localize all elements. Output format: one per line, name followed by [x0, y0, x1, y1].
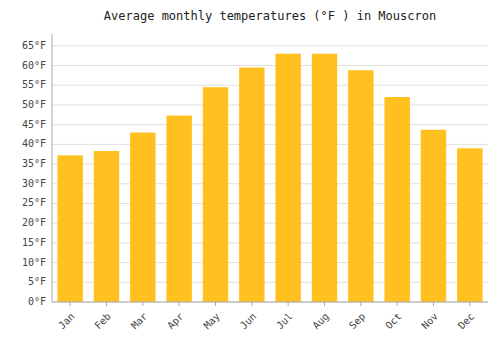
x-tick: [433, 302, 434, 306]
y-tick-label: 20°F: [22, 217, 46, 228]
title: Average monthly temperatures (°F ) in Mo…: [104, 9, 436, 23]
x-tick: [251, 302, 252, 306]
x-tick-label: Aug: [310, 311, 331, 332]
bar: [94, 151, 119, 302]
x-tick: [215, 302, 216, 306]
bar: [312, 54, 337, 302]
grid-line: [52, 104, 488, 105]
y-tick-label: 5°F: [28, 276, 46, 287]
bar: [166, 116, 191, 302]
bar: [457, 148, 482, 302]
y-tick-label: 25°F: [22, 197, 46, 208]
x-tick-label: Oct: [383, 311, 404, 332]
y-tick-label: 55°F: [22, 79, 46, 90]
x-tick: [106, 302, 107, 306]
y-tick-label: 30°F: [22, 178, 46, 189]
x-tick-label: Mar: [129, 311, 150, 332]
y-tick-label: 65°F: [22, 40, 46, 51]
y-tick-label: 50°F: [22, 99, 46, 110]
bar: [384, 97, 409, 302]
bar: [130, 133, 155, 302]
y-tick-label: 60°F: [22, 60, 46, 71]
x-tick-label: Jan: [56, 311, 77, 332]
x-tick-label: May: [201, 311, 222, 332]
x-tick: [397, 302, 398, 306]
grid-line: [52, 45, 488, 46]
y-axis-line: [52, 34, 53, 302]
grid-line: [52, 65, 488, 66]
bars: [57, 54, 482, 302]
y-axis: 0°F 5°F 10°F 15°F 20°F 25°F 30°F 35°F 40°F 45°F 50…: [22, 34, 52, 307]
grid-line: [52, 85, 488, 86]
y-tick-label: 15°F: [22, 237, 46, 248]
chart-container: 0°F 5°F 10°F 15°F 20°F 25°F 30°F 35°F 40°F 45°F 50…: [0, 0, 500, 350]
x-tick-label: Sep: [347, 311, 368, 332]
x-tick: [288, 302, 289, 306]
bar: [203, 87, 228, 302]
x-axis: Jan Feb Mar Apr May Jun Jul Aug Sep Oct Nov Dec: [52, 302, 488, 331]
chart: 0°F 5°F 10°F 15°F 20°F 25°F 30°F 35°F 40°F 45°F 50…: [0, 0, 500, 350]
y-tick-label: 45°F: [22, 119, 46, 130]
grid-line: [52, 124, 488, 125]
y-grid: [52, 46, 488, 302]
bar: [239, 68, 264, 303]
x-tick: [179, 302, 180, 306]
grid-line: [52, 302, 488, 303]
y-tick-label: 40°F: [22, 138, 46, 149]
x-tick-label: Jun: [238, 311, 259, 332]
y-tick-label: 0°F: [28, 296, 46, 307]
x-tick-label: Jul: [274, 311, 295, 332]
x-tick: [70, 302, 71, 306]
x-tick: [324, 302, 325, 306]
x-axis-line: [52, 302, 488, 303]
x-tick: [469, 302, 470, 306]
x-tick: [360, 302, 361, 306]
y-tick-label: 10°F: [22, 257, 46, 268]
bar: [348, 70, 373, 302]
x-tick: [142, 302, 143, 306]
bar: [57, 155, 82, 302]
x-tick-label: Dec: [456, 311, 477, 332]
x-tick-label: Apr: [165, 311, 186, 332]
x-tick-label: Feb: [92, 311, 113, 332]
bar: [275, 54, 300, 302]
bar: [421, 130, 446, 302]
y-tick-label: 35°F: [22, 158, 46, 169]
x-tick-label: Nov: [419, 311, 440, 332]
